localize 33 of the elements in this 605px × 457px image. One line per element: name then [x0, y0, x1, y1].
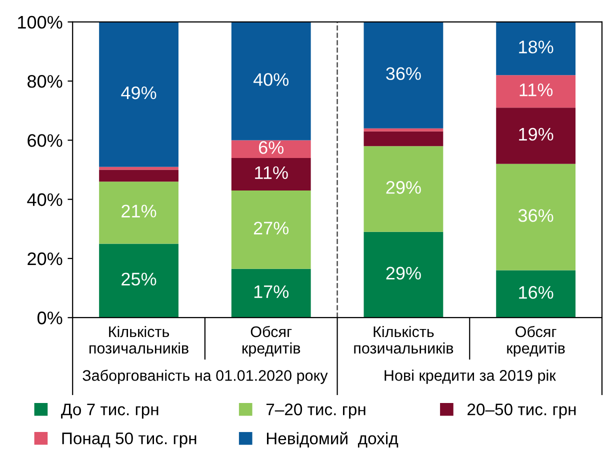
data-label: 36%	[518, 209, 554, 222]
data-label: 40%	[253, 73, 289, 86]
legend-label: 7–20 тис. грн	[266, 404, 366, 419]
y-tick-label: 100%	[18, 16, 62, 29]
x-tick-label: Обсяг кредитів	[507, 326, 565, 357]
data-label: 6%	[258, 141, 284, 154]
data-label: 17%	[254, 285, 289, 298]
data-label: 16%	[519, 286, 554, 299]
legend-label: До 7 тис. грн	[61, 404, 158, 419]
text: Нові кредити за 2019 рік	[384, 370, 556, 384]
data-label: 27%	[254, 222, 289, 234]
data-label: 29%	[386, 181, 421, 194]
y-tick-label: 0%	[37, 312, 62, 324]
legend-label: Понад 50 тис. грн	[62, 432, 196, 448]
data-label: 29%	[386, 266, 421, 280]
data-label: 18%	[519, 40, 554, 54]
x-tick-label: Кількість позичальників	[354, 326, 454, 354]
data-label: 21%	[122, 204, 156, 218]
y-tick-label: 60%	[28, 134, 62, 147]
data-label: 11%	[255, 166, 288, 179]
x-tick-label: Кількість позичальників	[90, 326, 188, 354]
legend-label: Невідомий дохід	[266, 432, 398, 448]
data-label: 19%	[519, 128, 554, 141]
x-tick-label: Обсяг кредитів	[242, 326, 300, 357]
data-label: 11%	[520, 84, 553, 96]
data-label: 36%	[386, 67, 421, 80]
data-label: 49%	[121, 86, 156, 100]
y-tick-label: 20%	[28, 252, 62, 266]
text: Заборгованість на 01.01.2020 року	[82, 370, 328, 384]
y-tick-label: 40%	[27, 193, 62, 206]
y-tick-label: 80%	[28, 75, 62, 88]
legend-label: 20–50 тис. грн	[468, 404, 576, 419]
data-label: 25%	[122, 272, 156, 286]
